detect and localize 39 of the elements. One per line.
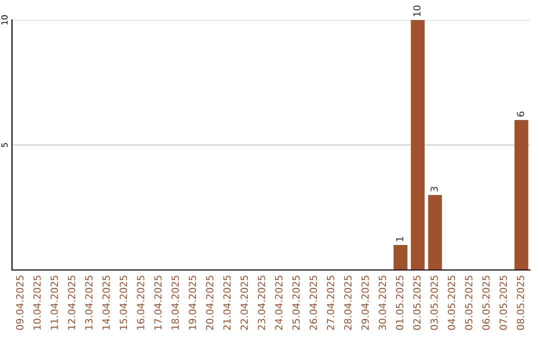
data-label: 3 (430, 186, 438, 192)
x-tick-label: 01.05.2025 (396, 276, 404, 330)
x-tick-label: 18.04.2025 (172, 276, 179, 330)
data-label: 6 (516, 112, 524, 117)
x-tick-label: 05.05.2025 (465, 276, 472, 330)
x-tick-label: 08.05.2025 (516, 276, 524, 330)
x-tick-label: 12.04.2025 (68, 276, 76, 330)
x-tick-label: 02.05.2025 (413, 276, 421, 330)
x-tick-label: 20.04.2025 (206, 276, 214, 330)
x-tick-label: 04.05.2025 (448, 276, 456, 330)
x-tick-label: 09.04.2025 (16, 276, 24, 330)
x-tick-label: 21.04.2025 (223, 276, 231, 330)
x-tick-label: 28.04.2025 (344, 276, 352, 330)
x-tick-label: 24.04.2025 (275, 276, 282, 330)
data-label: 10 (413, 5, 421, 16)
bar (394, 245, 408, 270)
x-tick-label: 29.04.2025 (361, 276, 369, 330)
x-tick-label: 25.04.2025 (292, 276, 300, 330)
x-tick-label: 17.04.2025 (154, 276, 162, 330)
data-label: 1 (396, 236, 404, 242)
x-tick-label: 16.04.2025 (136, 276, 144, 330)
x-tick-label: 22.04.2025 (240, 276, 248, 330)
bar (410, 20, 425, 270)
x-tick-label: 19.04.2025 (188, 276, 196, 330)
x-tick-label: 06.05.2025 (482, 276, 490, 330)
x-tick-label: 14.04.2025 (102, 276, 110, 330)
x-tick-label: 30.04.2025 (378, 276, 386, 330)
x-tick-label: 03.05.2025 (430, 276, 438, 330)
x-tick-label: 27.04.2025 (326, 276, 334, 330)
x-tick-label: 15.04.2025 (120, 276, 128, 330)
x-tick-label: 23.04.2025 (258, 276, 266, 330)
y-tick-label: 5 (1, 143, 8, 148)
x-tick-label: 26.04.2025 (310, 276, 317, 330)
bar (514, 120, 528, 270)
x-tick-label: 13.04.2025 (85, 276, 93, 330)
x-tick-label: 10.04.2025 (33, 276, 41, 330)
x-tick-label: 07.05.2025 (500, 276, 507, 330)
x-tick-label: 11.04.2025 (50, 276, 58, 330)
bar (428, 195, 442, 270)
